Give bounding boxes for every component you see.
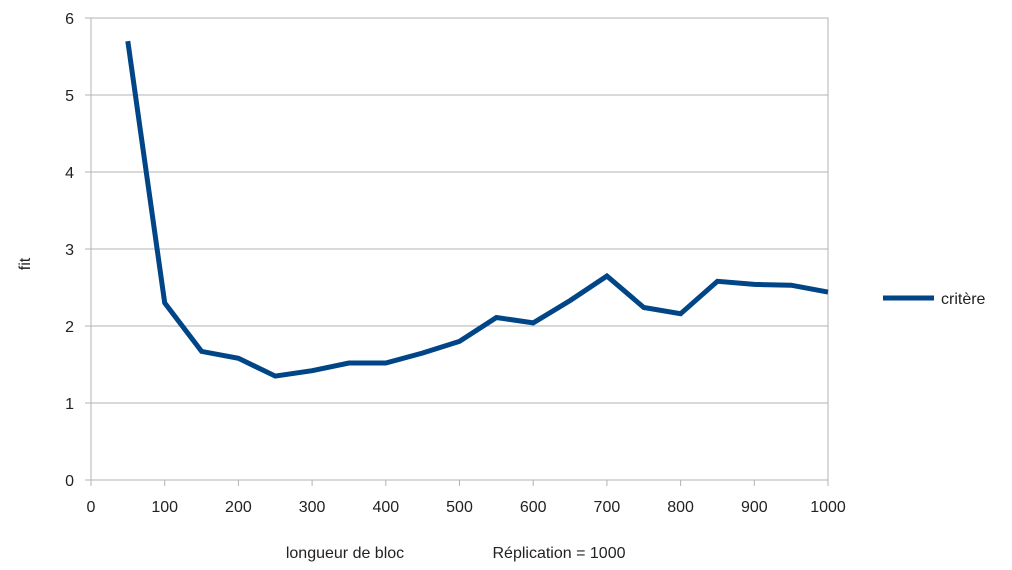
x-tick-label: 300	[299, 499, 326, 516]
gridlines	[91, 17, 828, 481]
x-tick-label: 1000	[810, 499, 846, 516]
y-axis-ticks: 0 1 2 3 4 5 6	[65, 11, 91, 490]
x-tick-label: 700	[594, 499, 621, 516]
legend: critère	[883, 291, 986, 308]
x-tick-label: 100	[151, 499, 178, 516]
x-tick-label: 500	[446, 499, 473, 516]
y-tick-label: 0	[65, 473, 74, 490]
x-tick-label: 800	[667, 499, 694, 516]
x-axis-ticks: 0 100 200 300 400 500 600 700 800 900 1000	[87, 480, 846, 516]
y-axis-label: fit	[17, 257, 34, 270]
x-axis-note: Réplication = 1000	[493, 545, 626, 562]
y-tick-label: 2	[65, 319, 74, 336]
y-tick-label: 4	[65, 165, 74, 182]
x-tick-label: 600	[520, 499, 547, 516]
y-tick-label: 6	[65, 11, 74, 28]
x-tick-label: 0	[87, 499, 96, 516]
y-tick-label: 5	[65, 88, 74, 105]
y-tick-label: 3	[65, 242, 74, 259]
x-tick-label: 200	[225, 499, 252, 516]
series-line-critere	[125, 40, 829, 379]
x-tick-label: 400	[372, 499, 399, 516]
legend-label: critère	[941, 291, 986, 308]
series-layer	[125, 40, 829, 379]
x-axis-label: longueur de bloc	[286, 545, 404, 562]
y-tick-label: 1	[65, 396, 74, 413]
x-tick-label: 900	[741, 499, 768, 516]
